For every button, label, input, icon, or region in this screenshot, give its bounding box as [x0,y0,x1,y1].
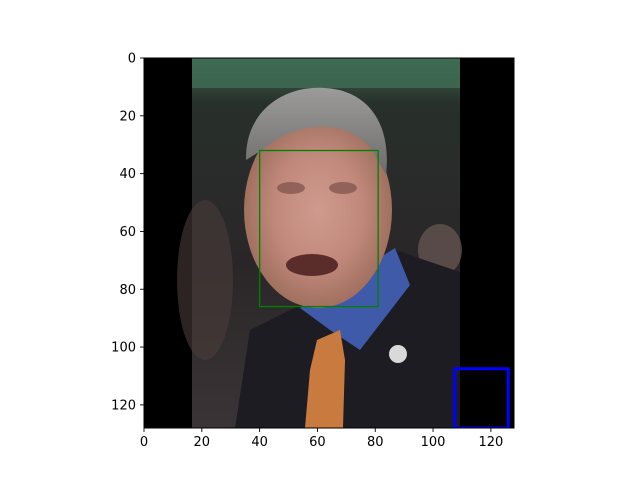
axes-frame [143,57,515,429]
x-tick-label: 120 [478,435,503,450]
x-axis: 0 20 40 60 80 100 120 [140,428,503,450]
y-tick-label: 60 [119,225,136,240]
lapel-pin [389,345,407,363]
shirt-shape [300,248,410,350]
image-area [144,58,514,428]
x-tick-label: 20 [194,435,211,450]
y-tick-label: 20 [119,109,136,124]
mouth-shape [286,254,338,276]
hair-shape [245,87,387,175]
x-tick-label: 80 [367,435,384,450]
y-tick-label: 100 [111,341,136,356]
photo [177,58,462,428]
y-tick-label: 0 [128,52,136,67]
x-tick-label: 40 [251,435,268,450]
x-tick-label: 100 [421,435,446,450]
x-tick-label: 60 [309,435,326,450]
face-shape [244,112,392,308]
x-tick-label: 0 [140,435,148,450]
blue-box [453,367,510,428]
y-tick-label: 80 [119,283,136,298]
green-box [258,149,379,308]
y-tick-label: 40 [119,167,136,182]
tie-shape [305,330,345,428]
y-axis: 0 20 40 60 80 100 120 [111,52,144,413]
y-tick-label: 120 [111,398,136,413]
